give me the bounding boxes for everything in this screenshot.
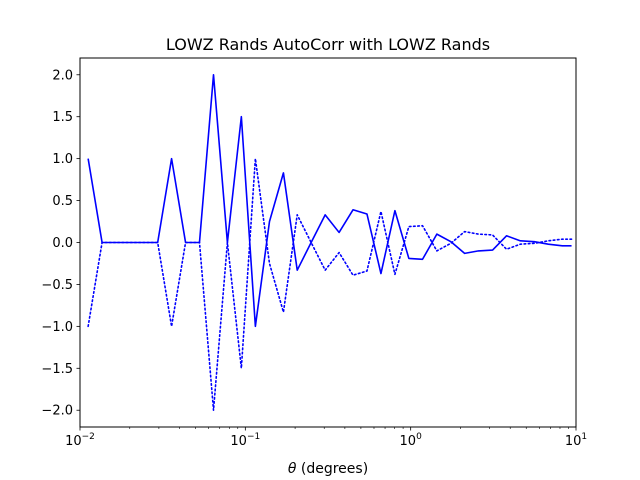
x-tick-label: 10−2 bbox=[65, 432, 95, 449]
series-line-dotted bbox=[87, 157, 573, 412]
chart-title: LOWZ Rands AutoCorr with LOWZ Rands bbox=[166, 35, 490, 54]
y-tick-label: 1.0 bbox=[52, 152, 73, 167]
x-tick-label: 10−1 bbox=[230, 432, 260, 449]
y-tick-label: 0.0 bbox=[52, 236, 73, 251]
x-tick-label-exponent: −2 bbox=[82, 432, 95, 442]
x-tick-label: 100 bbox=[400, 432, 423, 449]
y-tick-label: −2.0 bbox=[41, 404, 73, 419]
x-tick-label-exponent: 0 bbox=[416, 432, 422, 442]
y-tick-label: 2.0 bbox=[52, 68, 73, 83]
y-tick-label: 1.5 bbox=[52, 110, 73, 125]
x-tick-label-exponent: −1 bbox=[247, 432, 260, 442]
x-tick-label-base: 10 bbox=[230, 434, 247, 449]
x-tick-label-base: 10 bbox=[565, 434, 582, 449]
x-axis-label: θ (degrees) bbox=[288, 461, 368, 477]
x-tick-label: 101 bbox=[565, 432, 587, 449]
x-axis-label-text: (degrees) bbox=[296, 461, 368, 477]
series-line-solid bbox=[87, 73, 572, 328]
series-group bbox=[87, 73, 573, 412]
x-axis-label-symbol: θ bbox=[288, 461, 297, 477]
x-tick-label-base: 10 bbox=[400, 434, 417, 449]
axis-ticks: 2.01.51.00.50.0−0.5−1.0−1.5−2.010−2 10−1 1… bbox=[41, 68, 587, 449]
y-tick-label: −1.5 bbox=[41, 362, 73, 377]
y-tick-label: −0.5 bbox=[41, 278, 73, 293]
y-tick-label: 0.5 bbox=[52, 194, 73, 209]
y-tick-label: −1.0 bbox=[41, 320, 73, 335]
x-tick-label-base: 10 bbox=[65, 434, 82, 449]
x-tick-label-exponent: 1 bbox=[581, 432, 587, 442]
axes-frame bbox=[79, 57, 577, 428]
